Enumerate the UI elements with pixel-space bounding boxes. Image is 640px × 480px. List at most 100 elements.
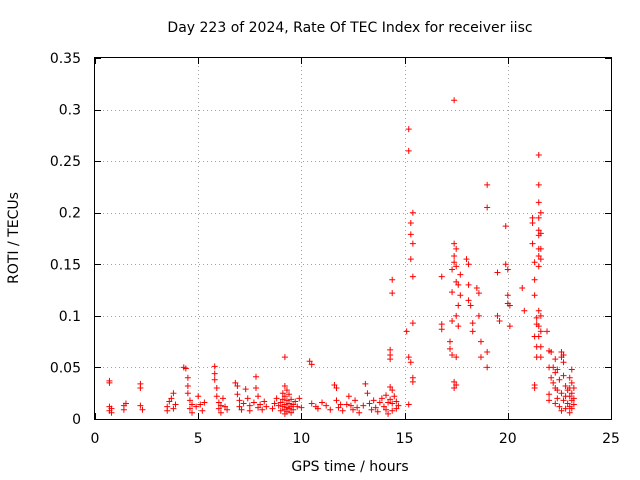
data-point — [290, 401, 297, 408]
data-point — [385, 399, 392, 406]
data-point — [438, 326, 445, 333]
data-point — [502, 261, 509, 268]
data-point — [234, 382, 241, 389]
x-tick-label: 15 — [396, 431, 414, 447]
data-point — [139, 406, 146, 413]
plot-frame — [94, 57, 612, 420]
data-point — [389, 276, 396, 283]
axis-ticks — [95, 58, 612, 420]
data-point — [372, 404, 379, 411]
data-point — [531, 385, 538, 392]
data-point — [250, 399, 257, 406]
data-point — [546, 391, 553, 398]
data-point — [405, 147, 412, 154]
data-point — [189, 401, 196, 408]
data-point — [506, 302, 513, 309]
data-point — [199, 407, 206, 414]
data-point — [182, 365, 189, 372]
data-point — [389, 290, 396, 297]
data-point — [368, 406, 375, 413]
data-point — [281, 401, 288, 408]
data-point — [170, 390, 177, 397]
data-point — [537, 256, 544, 263]
data-point — [393, 405, 400, 412]
data-point — [568, 379, 575, 386]
data-point — [281, 382, 288, 389]
data-point — [484, 364, 491, 371]
data-point — [374, 408, 381, 415]
data-point — [360, 402, 367, 409]
data-point — [550, 379, 557, 386]
data-point — [364, 390, 371, 397]
data-point — [533, 314, 540, 321]
y-tick-label: 0 — [72, 412, 81, 428]
data-point — [356, 409, 363, 416]
data-point — [535, 199, 542, 206]
data-point — [438, 321, 445, 328]
data-point — [217, 409, 224, 416]
data-point — [168, 395, 175, 402]
data-point — [535, 323, 542, 330]
data-point — [335, 404, 342, 411]
data-point — [244, 395, 251, 402]
data-point — [405, 126, 412, 133]
data-point — [106, 379, 113, 386]
data-point — [535, 151, 542, 158]
data-point — [449, 318, 456, 325]
data-point — [548, 348, 555, 355]
data-point — [475, 312, 482, 319]
data-point — [451, 240, 458, 247]
data-point — [255, 393, 262, 400]
data-point — [568, 390, 575, 397]
data-point — [378, 395, 385, 402]
data-point — [409, 240, 416, 247]
data-point — [529, 240, 536, 247]
data-point — [283, 397, 290, 404]
data-point — [184, 374, 191, 381]
data-point — [558, 407, 565, 414]
data-point — [269, 405, 276, 412]
data-point — [224, 406, 231, 413]
data-point — [343, 401, 350, 408]
data-point — [560, 359, 567, 366]
data-point — [234, 391, 241, 398]
data-point — [333, 385, 340, 392]
data-point — [290, 406, 297, 413]
data-point — [389, 400, 396, 407]
data-point — [529, 220, 536, 227]
data-point — [240, 400, 247, 407]
data-point — [552, 400, 559, 407]
data-point — [537, 209, 544, 216]
data-point — [537, 328, 544, 335]
data-point — [537, 312, 544, 319]
data-point — [570, 395, 577, 402]
data-point — [535, 253, 542, 260]
data-point — [475, 290, 482, 297]
data-point — [308, 400, 315, 407]
data-point — [217, 402, 224, 409]
data-point — [494, 269, 501, 276]
data-point — [449, 289, 456, 296]
data-point — [385, 410, 392, 417]
data-point — [570, 401, 577, 408]
data-point — [294, 403, 301, 410]
data-point — [323, 402, 330, 409]
data-point — [568, 366, 575, 373]
data-point — [122, 400, 129, 407]
data-point — [409, 378, 416, 385]
data-point — [215, 405, 222, 412]
data-point — [465, 261, 472, 268]
data-point — [137, 402, 144, 409]
data-point — [407, 359, 414, 366]
data-point — [275, 402, 282, 409]
data-point — [383, 392, 390, 399]
data-point — [281, 354, 288, 361]
data-point — [337, 401, 344, 408]
data-point — [535, 227, 542, 234]
data-point — [484, 204, 491, 211]
data-point — [521, 307, 528, 314]
data-point — [566, 393, 573, 400]
data-point — [469, 320, 476, 327]
data-point — [409, 320, 416, 327]
